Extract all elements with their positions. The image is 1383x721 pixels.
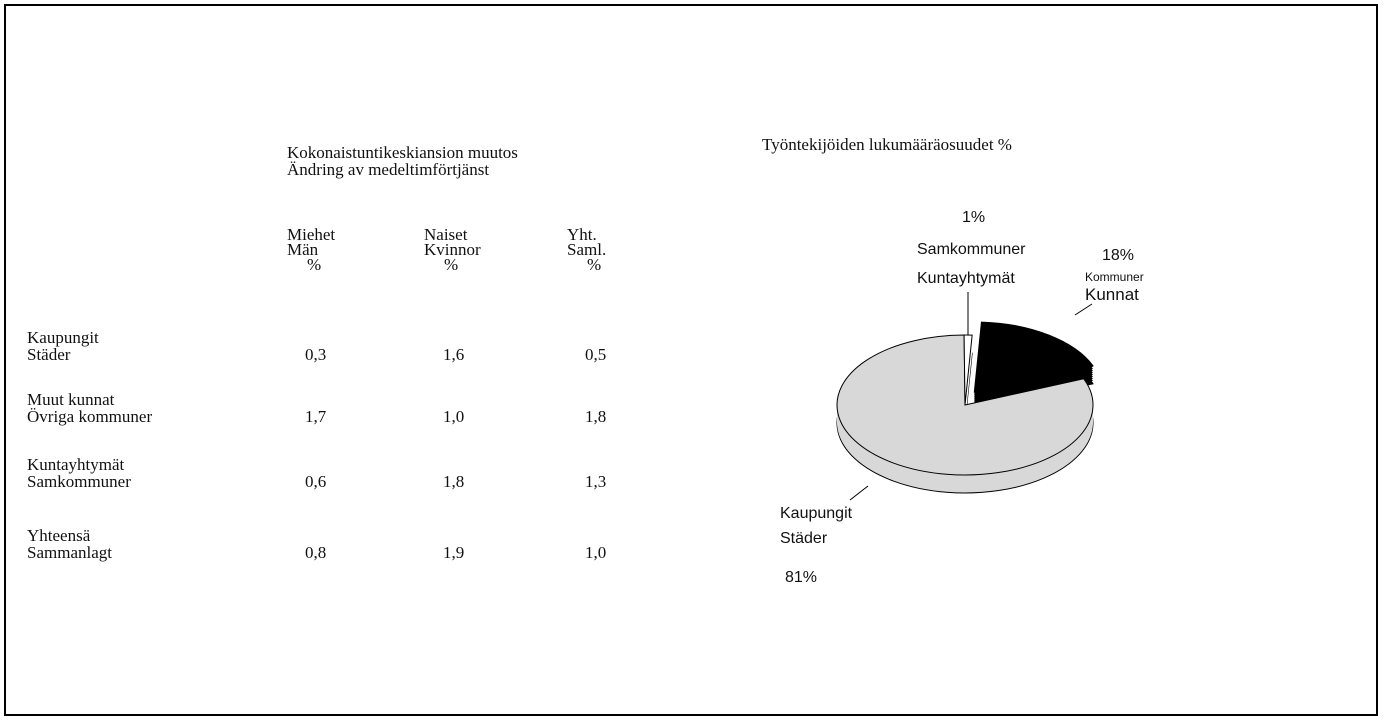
leader-line — [849, 485, 869, 501]
row-label: Yhteensä — [27, 526, 91, 545]
column-header: Miehet — [287, 225, 335, 244]
column-header: Kvinnor — [424, 240, 481, 259]
column-header: Män — [287, 240, 319, 259]
column-header: Saml. — [567, 240, 606, 259]
row-label: Kaupungit — [27, 328, 99, 347]
value-label: 1% — [962, 209, 985, 226]
row-label: Samkommuner — [27, 472, 131, 491]
row-label: Muut kunnat — [27, 390, 115, 409]
frame — [4, 4, 1378, 716]
cell-value: 1,8 — [585, 407, 606, 426]
cell-value: 1,9 — [443, 543, 464, 562]
column-header: % — [587, 255, 601, 274]
slice-label: Kaupungit — [780, 505, 853, 522]
column-header: % — [444, 255, 458, 274]
slice-label: Kunnat — [1085, 285, 1139, 304]
pie-slice — [973, 321, 1094, 393]
cell-value: 1,0 — [443, 407, 464, 426]
column-header: Naiset — [424, 225, 468, 244]
value-label: 18% — [1102, 247, 1134, 264]
table-title: Kokonaistuntikeskiansion muutos — [287, 143, 518, 162]
cell-value: 0,3 — [305, 345, 326, 364]
cell-value: 1,0 — [585, 543, 606, 562]
leader-line — [1074, 303, 1093, 316]
cell-value: 0,8 — [305, 543, 326, 562]
table-title: Ändring av medeltimförtjänst — [287, 160, 489, 179]
slice-label: Kommuner — [1085, 270, 1144, 284]
cell-value: 1,3 — [585, 472, 606, 491]
row-label: Städer — [27, 345, 71, 364]
row-label: Kuntayhtymät — [27, 455, 125, 474]
cell-value: 1,6 — [443, 345, 464, 364]
cell-value: 1,8 — [443, 472, 464, 491]
slice-label: Kuntayhtymät — [917, 270, 1015, 287]
cell-value: 0,5 — [585, 345, 606, 364]
column-header: % — [307, 255, 321, 274]
slice-label: Städer — [780, 530, 828, 547]
column-header: Yht. — [567, 225, 597, 244]
row-label: Övriga kommuner — [27, 407, 152, 426]
value-label: 81% — [785, 569, 817, 586]
chart-title: Työntekijöiden lukumääräosuudet % — [762, 135, 1012, 154]
cell-value: 1,7 — [305, 407, 327, 426]
slice-label: Samkommuner — [917, 241, 1026, 258]
cell-value: 0,6 — [305, 472, 326, 491]
pie-slice — [963, 334, 973, 406]
row-label: Sammanlagt — [27, 543, 112, 562]
